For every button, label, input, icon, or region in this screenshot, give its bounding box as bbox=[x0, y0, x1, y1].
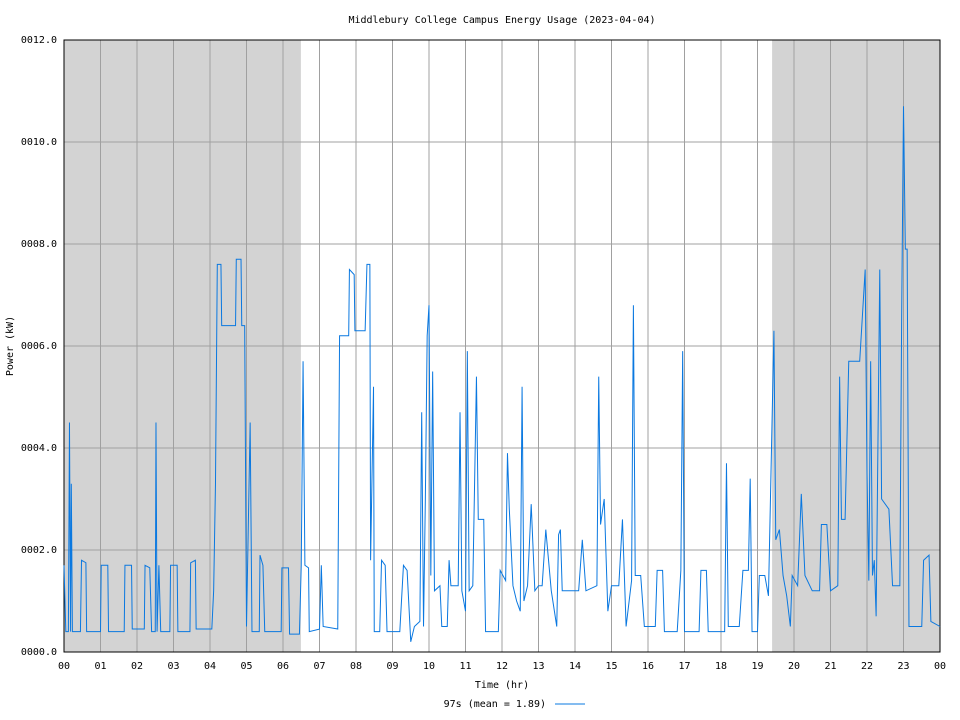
x-tick-label: 23 bbox=[897, 661, 909, 672]
x-tick-label: 08 bbox=[350, 661, 362, 672]
y-tick-label: 0010.0 bbox=[21, 137, 57, 148]
x-tick-label: 16 bbox=[642, 661, 654, 672]
y-tick-label: 0002.0 bbox=[21, 545, 57, 556]
chart-title: Middlebury College Campus Energy Usage (… bbox=[348, 15, 655, 26]
x-tick-label: 13 bbox=[532, 661, 544, 672]
x-axis-label: Time (hr) bbox=[475, 680, 529, 691]
x-tick-label: 03 bbox=[167, 661, 179, 672]
x-tick-label: 10 bbox=[423, 661, 435, 672]
x-tick-label: 04 bbox=[204, 661, 216, 672]
data-line bbox=[63, 106, 941, 642]
x-tick-label: 06 bbox=[277, 661, 289, 672]
x-tick-label: 21 bbox=[824, 661, 836, 672]
x-tick-label: 14 bbox=[569, 661, 581, 672]
plot-frame bbox=[63, 39, 941, 653]
x-tick-label: 02 bbox=[131, 661, 143, 672]
x-tick-label: 09 bbox=[386, 661, 398, 672]
legend-label: 97s (mean = 1.89) bbox=[444, 699, 546, 710]
y-tick-label: 0000.0 bbox=[21, 647, 57, 658]
x-tick-label: 01 bbox=[94, 661, 106, 672]
x-tick-label: 17 bbox=[678, 661, 690, 672]
x-tick-label: 18 bbox=[715, 661, 727, 672]
x-tick-label: 12 bbox=[496, 661, 508, 672]
y-tick-label: 0004.0 bbox=[21, 443, 57, 454]
x-tick-label: 00 bbox=[934, 661, 946, 672]
y-tick-label: 0006.0 bbox=[21, 341, 57, 352]
x-tick-label: 22 bbox=[861, 661, 873, 672]
x-tick-label: 11 bbox=[459, 661, 471, 672]
x-tick-label: 19 bbox=[751, 661, 763, 672]
y-axis-label: Power (kW) bbox=[5, 316, 16, 376]
x-tick-label: 15 bbox=[605, 661, 617, 672]
x-tick-label: 20 bbox=[788, 661, 800, 672]
x-tick-label: 07 bbox=[313, 661, 325, 672]
y-tick-label: 0012.0 bbox=[21, 35, 57, 46]
y-tick-label: 0008.0 bbox=[21, 239, 57, 250]
x-tick-label: 05 bbox=[240, 661, 252, 672]
x-tick-label: 00 bbox=[58, 661, 70, 672]
